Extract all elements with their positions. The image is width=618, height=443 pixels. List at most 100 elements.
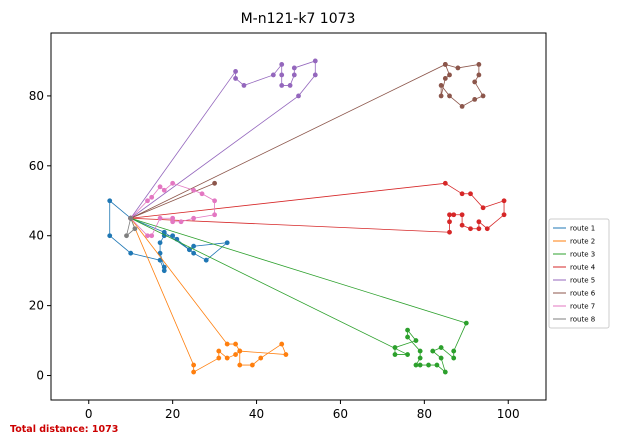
route-3-point xyxy=(451,348,457,354)
route-6-point xyxy=(472,79,478,85)
route-6-point xyxy=(447,72,452,78)
route-2-point xyxy=(233,352,238,357)
route-4-point xyxy=(468,191,473,197)
route-4-point xyxy=(468,226,473,232)
legend-label: route 8 xyxy=(570,316,595,324)
route-1-point xyxy=(161,264,167,270)
route-7-point xyxy=(170,180,176,186)
route-1-point xyxy=(107,233,113,239)
route-2-point xyxy=(258,355,264,361)
routes xyxy=(107,58,507,375)
route-2-point xyxy=(191,362,197,368)
route-5-point xyxy=(279,62,285,67)
route-5-point xyxy=(287,83,293,88)
legend-item: route 6 xyxy=(553,290,596,298)
route-1-point xyxy=(161,229,167,235)
route-3-point xyxy=(405,327,410,333)
route-2-point xyxy=(224,341,230,347)
route-4-point xyxy=(447,212,452,218)
route-4-point xyxy=(447,229,452,235)
route-2-point xyxy=(237,348,243,354)
route-4-point xyxy=(459,222,465,228)
route-5-point xyxy=(233,69,238,74)
route-3-point xyxy=(413,338,419,343)
x-axis: 0 20 40 60 80 100 xyxy=(85,400,520,421)
route-7-point xyxy=(178,219,184,225)
route-8-point xyxy=(132,226,138,232)
route-5-point xyxy=(241,83,247,88)
chart-title: M-n121-k7 1073 xyxy=(241,11,356,27)
route-7-point xyxy=(157,215,163,221)
route-3-point xyxy=(405,334,410,340)
route-8-line xyxy=(125,218,136,237)
y-tick-label: 60 xyxy=(29,159,44,173)
legend-label: route 2 xyxy=(570,238,595,246)
route-5-point xyxy=(270,72,276,78)
legend-box xyxy=(548,218,610,329)
legend-label: route 7 xyxy=(570,303,595,311)
route-4-point xyxy=(476,226,482,232)
legend-item: route 2 xyxy=(553,238,595,246)
route-7-point xyxy=(191,215,197,221)
route-2-point xyxy=(224,355,230,361)
legend-item: route 8 xyxy=(553,316,595,324)
route-3-point xyxy=(417,348,423,354)
route-2-point xyxy=(237,362,243,368)
route-5-point xyxy=(291,72,297,78)
route-3-point xyxy=(392,352,398,357)
route-2-point xyxy=(216,355,222,361)
route-2-point xyxy=(283,352,289,357)
route-7-point xyxy=(199,191,205,197)
route-7-point xyxy=(170,215,176,221)
route-7-series xyxy=(128,180,218,239)
route-6-point xyxy=(447,93,452,99)
route-6-point xyxy=(459,104,465,109)
route-8-point xyxy=(128,215,134,221)
route-7-point xyxy=(161,187,167,193)
route-4-point xyxy=(459,212,465,218)
legend-item: route 1 xyxy=(553,225,595,233)
route-2-point xyxy=(249,362,255,368)
route-3-point xyxy=(417,362,423,368)
route-7-point xyxy=(170,219,176,225)
route-1-point xyxy=(187,247,192,253)
route-2-point xyxy=(191,369,197,375)
legend: route 1 route 2 route 3 route 4 route 5 route… xyxy=(548,218,610,329)
route-5-point xyxy=(312,58,318,64)
route-1-point xyxy=(170,233,176,239)
route-5-point xyxy=(279,72,285,78)
route-6-point xyxy=(476,72,482,78)
y-tick-label: 20 xyxy=(29,299,44,313)
legend-label: route 1 xyxy=(570,225,595,233)
route-6-point xyxy=(442,62,448,67)
route-8-series xyxy=(124,215,138,239)
route-6-point xyxy=(438,93,444,99)
route-4-point xyxy=(442,180,448,186)
legend-label: route 5 xyxy=(570,277,595,285)
route-4-point xyxy=(476,219,482,225)
route-6-line xyxy=(130,63,484,219)
route-5-point xyxy=(233,76,238,81)
x-tick-label: 60 xyxy=(333,407,348,421)
route-7-point xyxy=(212,212,218,218)
route-4-point xyxy=(501,198,507,204)
y-axis: 0 20 40 60 80 xyxy=(29,89,51,383)
route-6-point xyxy=(472,97,478,102)
x-tick-label: 20 xyxy=(165,407,180,421)
route-1-point xyxy=(107,198,113,204)
legend-item: route 3 xyxy=(553,251,595,259)
legend-label: route 4 xyxy=(570,264,596,272)
route-7-point xyxy=(149,194,155,200)
route-7-point xyxy=(145,233,150,239)
route-3-point xyxy=(438,345,444,350)
route-3-point xyxy=(417,355,423,361)
route-4-point xyxy=(459,191,465,197)
route-4-point xyxy=(451,212,457,218)
route-5-series xyxy=(128,58,318,221)
route-3-point xyxy=(426,362,431,368)
route-6-point xyxy=(438,83,444,88)
route-1-point xyxy=(191,243,197,249)
route-3-point xyxy=(463,320,469,326)
route-3-point xyxy=(430,348,436,354)
